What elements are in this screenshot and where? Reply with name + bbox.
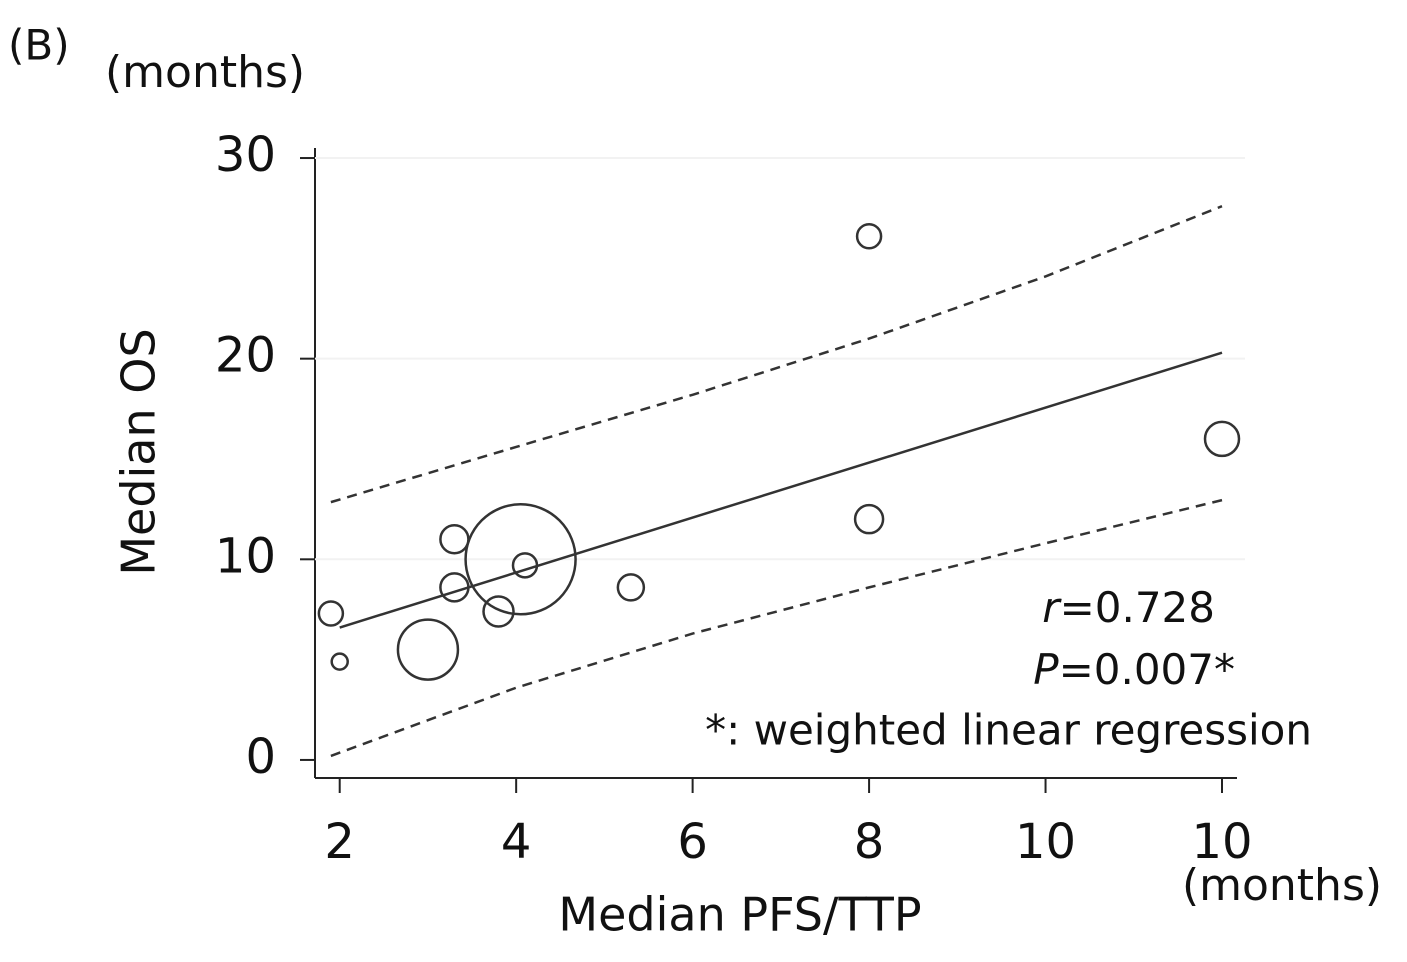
- bubble: [317, 600, 345, 627]
- x-tick-label: 4: [501, 814, 532, 870]
- annotation: P=0.007*: [1033, 645, 1235, 694]
- y-tick-label: 0: [245, 729, 276, 785]
- x-tick-label: 2: [324, 814, 355, 870]
- y-axis-label: Median OS: [112, 328, 166, 575]
- upper-confidence-line: [330, 205, 1223, 504]
- x-tick-label: 10: [1191, 814, 1252, 870]
- y-unit: (months): [105, 47, 305, 98]
- bubble: [439, 572, 470, 603]
- bubble: [439, 523, 470, 555]
- y-tick-label: 10: [215, 528, 276, 584]
- annotation-italic: r: [1042, 583, 1062, 632]
- bubble: [616, 573, 646, 602]
- bubble: [330, 652, 349, 671]
- bubble: [855, 223, 883, 250]
- x-tick-label: 8: [854, 814, 885, 870]
- bubble: [396, 618, 460, 681]
- annotation-text: =0.728: [1060, 583, 1215, 632]
- y-tick-label: 30: [215, 127, 276, 183]
- bubble: [853, 503, 885, 535]
- x-axis-label: Median PFS/TTP: [558, 888, 921, 942]
- plot: 0 10 20 30 2 4 6 8 10 10: [215, 127, 1253, 870]
- y-tick-label: 20: [215, 328, 276, 384]
- annotation: r=0.728: [1042, 583, 1215, 632]
- x-unit: (months): [1182, 860, 1382, 911]
- x-tick-label: 6: [677, 814, 708, 870]
- annotation: *: weighted linear regression: [705, 706, 1312, 755]
- regression-line: [339, 351, 1223, 629]
- annotation-text: =0.007*: [1059, 645, 1235, 694]
- bubble: [482, 595, 515, 628]
- bubble: [511, 552, 539, 579]
- bubble: [464, 503, 577, 616]
- annotation-italic: P: [1033, 645, 1059, 694]
- bubble: [1203, 420, 1241, 458]
- x-tick-label: 10: [1015, 814, 1076, 870]
- panel-label: (B): [8, 21, 70, 70]
